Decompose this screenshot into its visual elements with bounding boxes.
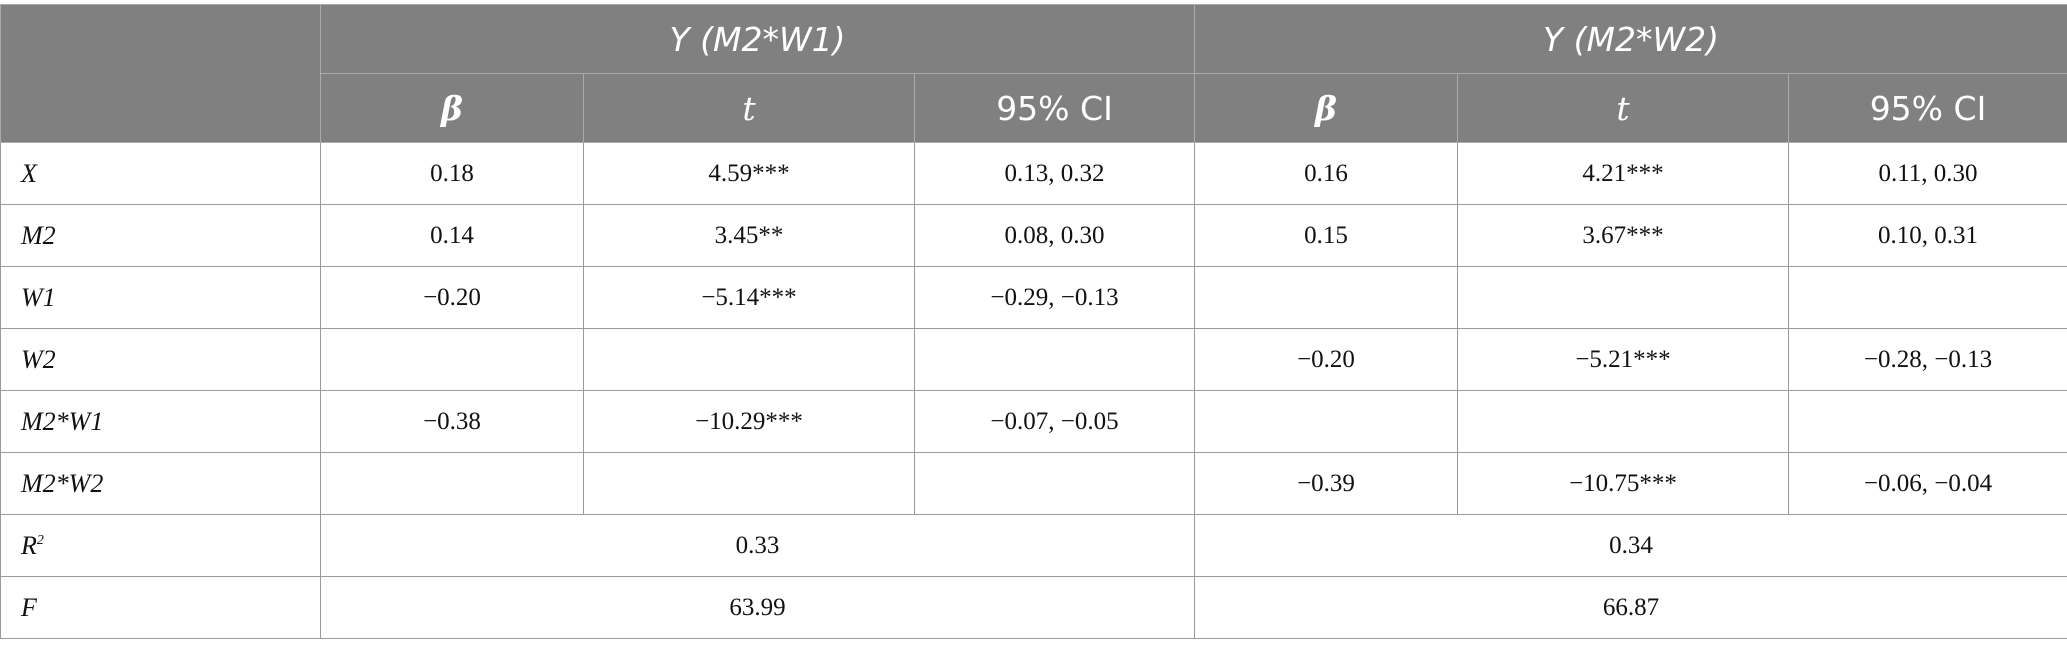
cell-value: −5.14*** xyxy=(583,266,915,329)
column-header-beta: β xyxy=(1194,73,1458,143)
header-column-row: β t 95% CI β t 95% CI xyxy=(1,73,2067,143)
label-main: F xyxy=(21,592,37,622)
cell-value: −10.29*** xyxy=(583,390,915,453)
cell-value: −0.29, −0.13 xyxy=(914,266,1195,329)
cell-value: −0.39 xyxy=(1194,452,1458,515)
cell-value: −0.28, −0.13 xyxy=(1788,328,2067,391)
cell-value xyxy=(1457,266,1789,329)
table-header: Y (M2*W1) Y (M2*W2) β t 95% CI β t 95% C… xyxy=(0,4,2067,143)
label-main: R xyxy=(21,530,37,560)
row-label: M2*W1 xyxy=(0,390,321,453)
column-header-t: t xyxy=(1457,73,1789,143)
cell-value: 3.67*** xyxy=(1457,204,1789,267)
summary-row: F 63.99 66.87 xyxy=(0,576,2067,639)
group-header-m2w1: Y (M2*W1) xyxy=(320,4,1195,74)
table-row: M2*W2 −0.39 −10.75*** −0.06, −0.04 xyxy=(0,452,2067,515)
column-header-t: t xyxy=(583,73,915,143)
cell-value: −0.06, −0.04 xyxy=(1788,452,2067,515)
table-row: M2 0.14 3.45** 0.08, 0.30 0.15 3.67*** 0… xyxy=(0,204,2067,267)
cell-value xyxy=(914,328,1195,391)
summary-value: 66.87 xyxy=(1194,576,2067,639)
column-header-ci: 95% CI xyxy=(914,73,1195,143)
cell-value xyxy=(1788,390,2067,453)
table-row: W2 −0.20 −5.21*** −0.28, −0.13 xyxy=(0,328,2067,391)
cell-value: 3.45** xyxy=(583,204,915,267)
row-label: M2 xyxy=(0,204,321,267)
cell-value xyxy=(583,328,915,391)
cell-value xyxy=(914,452,1195,515)
cell-value xyxy=(1788,266,2067,329)
regression-results-table: Y (M2*W1) Y (M2*W2) β t 95% CI β t 95% C… xyxy=(0,4,2067,639)
column-header-beta: β xyxy=(320,73,584,143)
cell-value: 0.11, 0.30 xyxy=(1788,142,2067,205)
table-row: M2*W1 −0.38 −10.29*** −0.07, −0.05 xyxy=(0,390,2067,453)
cell-value: −0.20 xyxy=(1194,328,1458,391)
table-row: X 0.18 4.59*** 0.13, 0.32 0.16 4.21*** 0… xyxy=(0,142,2067,205)
cell-value xyxy=(1457,390,1789,453)
row-label: X xyxy=(0,142,321,205)
header-group-row: Y (M2*W1) Y (M2*W2) xyxy=(0,4,2067,143)
cell-value: 0.16 xyxy=(1194,142,1458,205)
cell-value: 0.14 xyxy=(320,204,584,267)
cell-value: 0.13, 0.32 xyxy=(914,142,1195,205)
row-label: W2 xyxy=(0,328,321,391)
group-header-m2w2: Y (M2*W2) xyxy=(1194,4,2067,74)
summary-row: R2 0.33 0.34 xyxy=(0,514,2067,577)
row-label-r-squared: R2 xyxy=(0,514,321,577)
cell-value: −0.20 xyxy=(320,266,584,329)
cell-value: 0.08, 0.30 xyxy=(914,204,1195,267)
cell-value xyxy=(320,328,584,391)
cell-value: 4.21*** xyxy=(1457,142,1789,205)
header-corner-cell xyxy=(0,4,321,143)
cell-value: 0.10, 0.31 xyxy=(1788,204,2067,267)
cell-value: 4.59*** xyxy=(583,142,915,205)
cell-value: −0.07, −0.05 xyxy=(914,390,1195,453)
label-superscript: 2 xyxy=(36,532,44,548)
summary-value: 63.99 xyxy=(320,576,1195,639)
cell-value xyxy=(583,452,915,515)
cell-value: −10.75*** xyxy=(1457,452,1789,515)
cell-value xyxy=(1194,390,1458,453)
column-header-ci: 95% CI xyxy=(1788,73,2067,143)
row-label: M2*W2 xyxy=(0,452,321,515)
summary-value: 0.33 xyxy=(320,514,1195,577)
table-body: X 0.18 4.59*** 0.13, 0.32 0.16 4.21*** 0… xyxy=(0,142,2067,639)
cell-value: 0.15 xyxy=(1194,204,1458,267)
cell-value xyxy=(1194,266,1458,329)
cell-value: −5.21*** xyxy=(1457,328,1789,391)
cell-value: 0.18 xyxy=(320,142,584,205)
cell-value xyxy=(320,452,584,515)
summary-value: 0.34 xyxy=(1194,514,2067,577)
row-label-f: F xyxy=(0,576,321,639)
cell-value: −0.38 xyxy=(320,390,584,453)
table-row: W1 −0.20 −5.14*** −0.29, −0.13 xyxy=(0,266,2067,329)
row-label: W1 xyxy=(0,266,321,329)
